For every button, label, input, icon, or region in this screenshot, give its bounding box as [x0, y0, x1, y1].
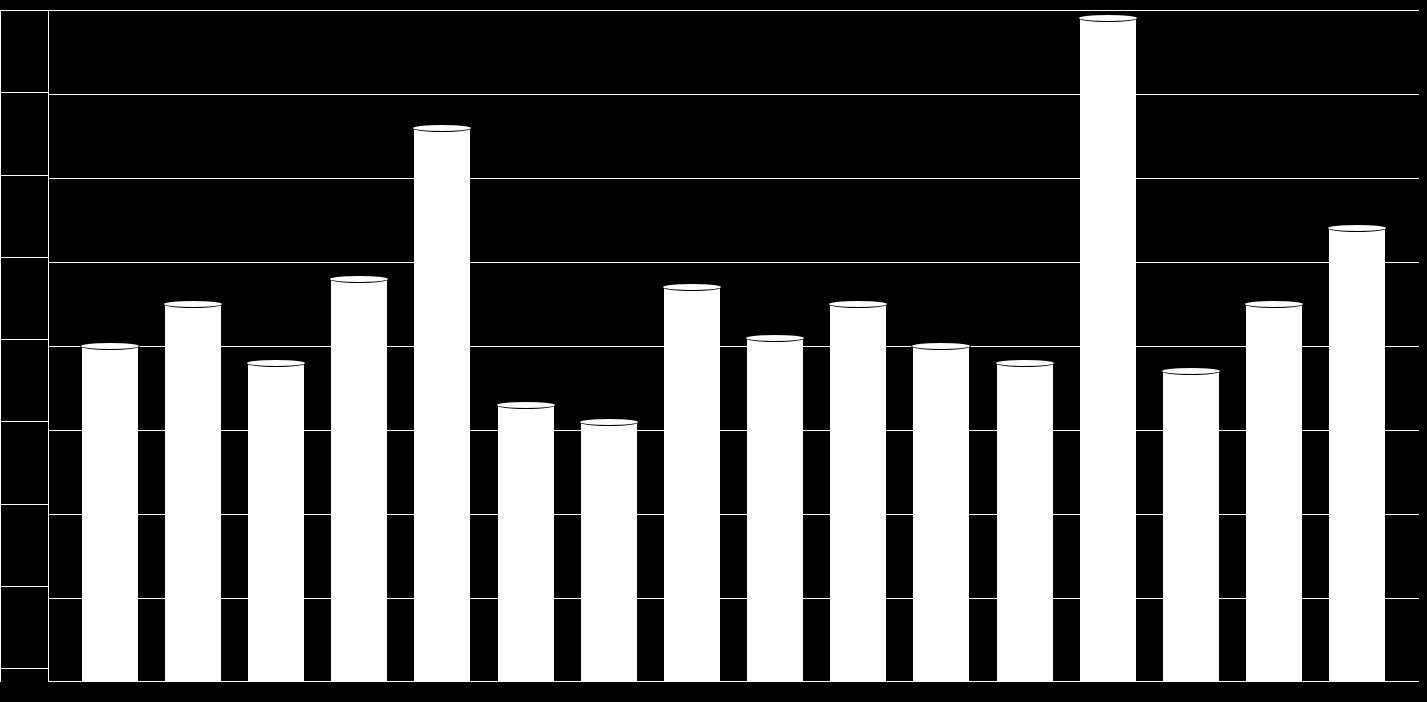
bar-top-ellipse	[1078, 14, 1138, 22]
side-tick	[0, 175, 48, 176]
bar	[498, 405, 554, 682]
side-tick	[0, 668, 48, 669]
side-tick	[0, 10, 48, 11]
bar	[830, 304, 886, 682]
bar-top-ellipse	[1244, 300, 1304, 308]
bar-top-ellipse	[412, 124, 472, 132]
side-tick	[0, 257, 48, 258]
side-tick	[0, 339, 48, 340]
side-tick	[0, 586, 48, 587]
bar	[581, 422, 637, 682]
side-tick	[0, 421, 48, 422]
bar-top-ellipse	[1327, 224, 1387, 232]
bar	[248, 363, 304, 682]
bar-top-ellipse	[329, 275, 389, 283]
side-tick	[0, 92, 48, 93]
y-axis-outer-line	[0, 10, 1, 682]
bar	[997, 363, 1053, 682]
bar	[913, 346, 969, 682]
plot-area	[48, 10, 1419, 682]
bar-top-ellipse	[163, 300, 223, 308]
side-tick	[0, 504, 48, 505]
bar	[82, 346, 138, 682]
bar-top-ellipse	[579, 418, 639, 426]
bar-chart-3d	[0, 0, 1427, 702]
bar	[1163, 371, 1219, 682]
bar	[414, 128, 470, 682]
bar-top-ellipse	[995, 359, 1055, 367]
bar-top-ellipse	[828, 300, 888, 308]
bar	[165, 304, 221, 682]
bar-top-ellipse	[662, 283, 722, 291]
bar	[1329, 228, 1385, 682]
bar-top-ellipse	[745, 334, 805, 342]
y-axis-side-panel	[0, 10, 48, 682]
bar	[664, 287, 720, 682]
bar-top-ellipse	[1161, 367, 1221, 375]
bars-group	[48, 10, 1419, 682]
bar	[747, 338, 803, 682]
bar-top-ellipse	[246, 359, 306, 367]
bar	[1080, 18, 1136, 682]
bar-top-ellipse	[496, 401, 556, 409]
bar	[1246, 304, 1302, 682]
bar	[331, 279, 387, 682]
chart-floor	[48, 682, 1427, 700]
bar-top-ellipse	[911, 342, 971, 350]
bar-top-ellipse	[80, 342, 140, 350]
